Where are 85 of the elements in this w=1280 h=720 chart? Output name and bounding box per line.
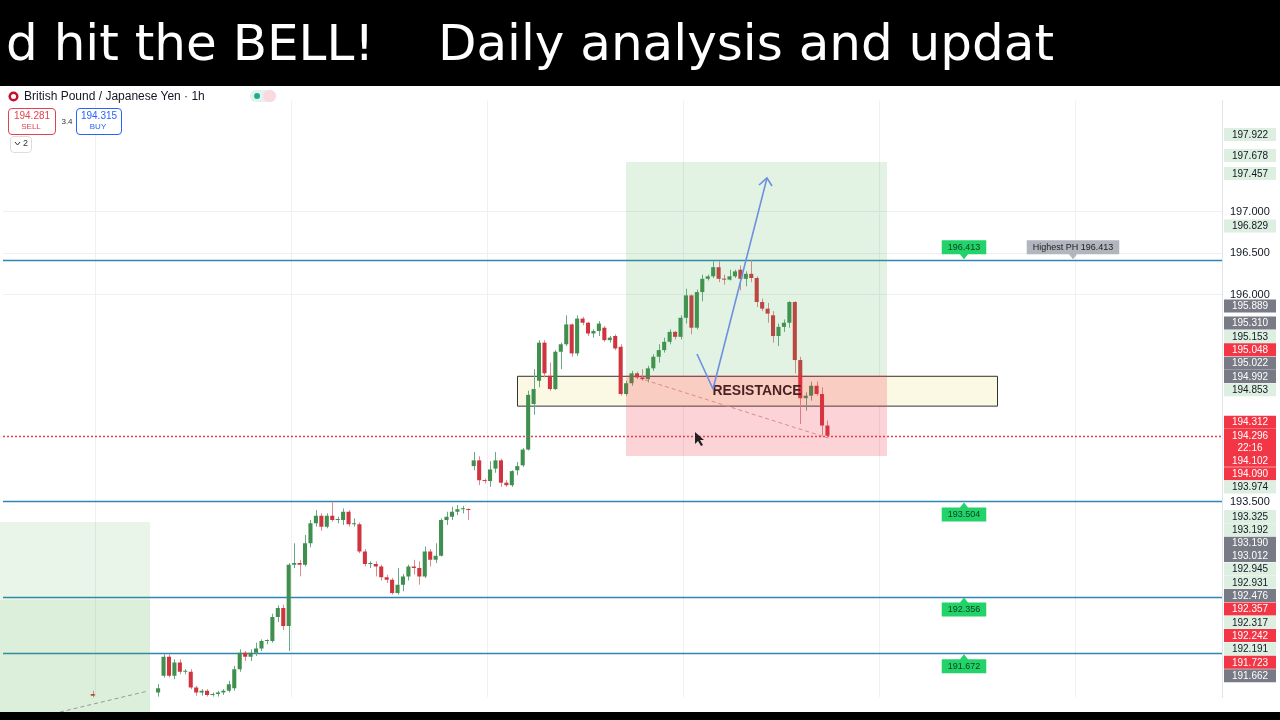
- y-tick-label: 193.500: [1230, 494, 1270, 507]
- candlestick: [466, 507, 471, 521]
- text: 194.992: [1231, 370, 1269, 382]
- candlestick: [787, 300, 792, 329]
- text: 191.723: [1231, 656, 1269, 668]
- candlestick: [351, 517, 357, 528]
- text: 194.090: [1231, 467, 1269, 479]
- candlestick: [477, 455, 482, 486]
- text: 193.012: [1231, 549, 1269, 561]
- annotation: 3.4: [60, 116, 74, 127]
- candlestick: [564, 314, 569, 347]
- candlestick: [558, 342, 563, 370]
- y-tick-label: 196.500: [1230, 246, 1270, 259]
- candlestick: [188, 668, 193, 690]
- candlestick: [520, 447, 525, 468]
- candlestick: [488, 460, 493, 488]
- candlestick: [292, 542, 297, 569]
- candlestick: [809, 381, 814, 402]
- text: 197.922: [1231, 128, 1269, 140]
- y-tick-label: 196.000: [1230, 287, 1270, 300]
- annotation: 2: [22, 138, 28, 148]
- candlestick: [330, 501, 335, 523]
- text: 192.317: [1231, 616, 1269, 628]
- text: 193.192: [1231, 524, 1269, 536]
- text: 194.296: [1231, 429, 1269, 441]
- annotation: 194.315: [80, 110, 118, 121]
- text: 195.022: [1231, 357, 1269, 369]
- candlestick: [281, 604, 286, 631]
- text: 195.889: [1231, 300, 1269, 312]
- candlestick: [166, 653, 172, 679]
- candlestick: [776, 323, 781, 347]
- candlestick: [302, 534, 308, 567]
- text: 191.662: [1231, 669, 1269, 681]
- candlestick: [678, 314, 683, 340]
- candlestick: [433, 542, 438, 564]
- candlestick: [722, 274, 727, 286]
- annotation: Highest PH 196.413: [1032, 241, 1114, 252]
- text: 197.678: [1231, 149, 1269, 161]
- candlestick: [716, 260, 721, 283]
- text: 196.829: [1231, 220, 1269, 232]
- candlestick: [161, 653, 166, 679]
- annotation: SELL: [20, 121, 42, 132]
- candlestick: [656, 343, 661, 364]
- text: 197.457: [1231, 167, 1269, 179]
- text: 194.102: [1231, 454, 1269, 466]
- candlestick: [210, 691, 215, 698]
- candlestick: [683, 288, 689, 325]
- candlestick: [531, 368, 536, 416]
- chart-title: d hit the BELL! Daily analysis and updat: [0, 0, 1280, 86]
- text: 192.931: [1231, 576, 1269, 588]
- text: 194.853: [1231, 384, 1269, 396]
- text: 193.190: [1231, 537, 1269, 549]
- candlestick: [471, 451, 476, 471]
- text: 192.945: [1231, 563, 1269, 575]
- chart-subtitle: British Pound / Japanese Yen · 1h: [24, 89, 205, 103]
- candlestick: [498, 458, 503, 488]
- ref-line-label: 192.356: [947, 604, 981, 615]
- annotation: 194.281: [13, 110, 51, 121]
- candlestick: [765, 302, 770, 324]
- text: 193.974: [1231, 481, 1269, 493]
- candlestick: [308, 519, 313, 548]
- text: 192.476: [1231, 589, 1269, 601]
- ref-line-label: 196.413: [947, 241, 981, 252]
- text: 195.310: [1231, 317, 1269, 329]
- y-tick-label: 197.000: [1230, 204, 1270, 217]
- candlestick: [172, 658, 177, 680]
- candlestick: [547, 362, 552, 392]
- text: 195.153: [1231, 330, 1269, 342]
- text: 192.357: [1231, 603, 1269, 615]
- text: 195.048: [1231, 344, 1269, 356]
- candlestick: [417, 560, 422, 586]
- text: 22:16: [1237, 442, 1263, 454]
- text: 194.312: [1231, 416, 1269, 428]
- text: 192.242: [1231, 629, 1269, 641]
- candlestick: [493, 451, 498, 474]
- text: 193.325: [1231, 510, 1269, 522]
- candlestick: [237, 648, 242, 673]
- ref-line-label: 191.672: [947, 660, 981, 671]
- candlestick: [395, 567, 400, 596]
- text: 192.191: [1231, 643, 1269, 655]
- candlestick: [771, 310, 776, 344]
- candlestick: [700, 274, 705, 302]
- ref-line-label: 193.504: [947, 508, 981, 519]
- annotation: BUY: [88, 121, 108, 132]
- candlestick: [749, 259, 754, 283]
